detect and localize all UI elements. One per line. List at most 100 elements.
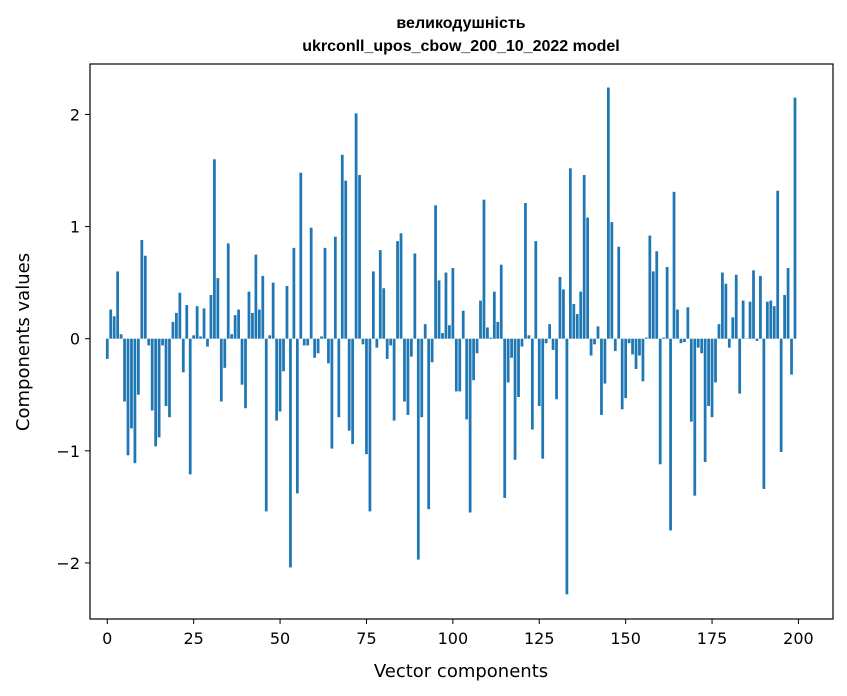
bar-84 (396, 241, 399, 339)
bar-99 (448, 325, 451, 339)
bar-88 (410, 338, 413, 357)
bar-40 (244, 338, 247, 409)
bar-147 (613, 338, 617, 352)
bar-86 (403, 338, 406, 402)
bar-169 (689, 338, 693, 422)
bar-60 (313, 338, 317, 358)
bar-118 (513, 338, 517, 460)
y-axis-ticks: −2 −1 0 1 2 (56, 105, 90, 573)
bar-12 (147, 338, 151, 346)
y-tick-label: 0 (70, 330, 80, 349)
bar-48 (271, 282, 275, 339)
bar-103 (461, 310, 465, 339)
bar-179 (724, 283, 728, 339)
bar-124 (534, 241, 538, 339)
bar-22 (181, 338, 185, 373)
bar-85 (399, 233, 403, 339)
bar-148 (617, 246, 621, 339)
bar-165 (676, 309, 679, 339)
bar-168 (686, 307, 690, 339)
bar-137 (579, 291, 583, 339)
bar-50 (278, 338, 282, 412)
bar-28 (202, 308, 206, 339)
bar-162 (665, 266, 669, 339)
bar-191 (765, 301, 769, 339)
bar-26 (195, 306, 199, 339)
bar-91 (420, 338, 424, 418)
bar-132 (562, 289, 565, 339)
bar-94 (430, 338, 434, 363)
bar-74 (361, 338, 365, 345)
x-tick-label: 150 (610, 629, 641, 648)
bar-90 (416, 338, 420, 560)
bar-176 (714, 338, 717, 383)
chart-title-line1: великодушність (396, 15, 525, 32)
bar-171 (696, 338, 700, 348)
bar-44 (257, 309, 261, 339)
bar-57 (302, 338, 306, 346)
bar-29 (206, 338, 209, 347)
bar-104 (465, 338, 469, 420)
bar-127 (544, 338, 548, 344)
bar-134 (568, 168, 572, 339)
bar-33 (219, 338, 223, 402)
bar-71 (351, 338, 355, 445)
bar-69 (344, 180, 348, 339)
y-tick-label: 1 (70, 218, 80, 237)
bar-34 (223, 338, 227, 368)
bar-121 (524, 203, 527, 339)
bar-170 (693, 338, 697, 496)
bar-155 (641, 338, 645, 382)
bar-143 (600, 338, 603, 415)
bar-138 (582, 175, 586, 339)
bar-87 (406, 338, 410, 415)
bar-197 (786, 268, 790, 339)
bar-92 (423, 324, 427, 339)
bar-47 (268, 335, 272, 339)
bar-82 (389, 338, 393, 346)
bar-79 (378, 250, 382, 339)
bar-172 (700, 338, 704, 354)
bar-101 (454, 338, 458, 392)
bar-130 (555, 338, 558, 400)
bar-102 (458, 338, 462, 392)
bar-4 (119, 334, 123, 339)
bar-19 (171, 321, 175, 339)
bar-159 (655, 251, 659, 339)
bar-160 (658, 338, 662, 465)
bar-27 (199, 336, 202, 339)
x-tick-label: 100 (438, 629, 469, 648)
x-tick-label: 25 (183, 629, 203, 648)
bar-3 (116, 271, 120, 339)
bar-13 (150, 338, 154, 411)
bar-46 (264, 338, 268, 512)
bar-119 (517, 338, 520, 397)
bar-56 (299, 172, 303, 339)
bar-42 (251, 312, 254, 339)
bar-153 (634, 338, 638, 369)
bar-52 (285, 286, 289, 339)
bar-182 (734, 274, 738, 339)
bar-41 (247, 291, 251, 339)
bar-20 (175, 312, 178, 339)
bar-184 (741, 300, 745, 339)
x-tick-label: 75 (356, 629, 376, 648)
bar-2 (112, 316, 116, 339)
bar-65 (330, 338, 334, 449)
bar-105 (468, 338, 472, 513)
bar-189 (759, 275, 762, 339)
chart-title-line2: ukrconll_upos_cbow_200_10_2022 model (302, 38, 619, 55)
bar-113 (496, 321, 500, 339)
bar-152 (631, 338, 634, 355)
bar-166 (679, 338, 683, 344)
bar-25 (192, 335, 196, 339)
bar-43 (254, 254, 258, 339)
bar-146 (610, 222, 614, 339)
bar-30 (209, 294, 213, 339)
bar-66 (333, 236, 337, 339)
bar-110 (486, 327, 489, 339)
bar-24 (188, 338, 192, 475)
bar-72 (354, 113, 358, 339)
bar-70 (347, 338, 351, 431)
